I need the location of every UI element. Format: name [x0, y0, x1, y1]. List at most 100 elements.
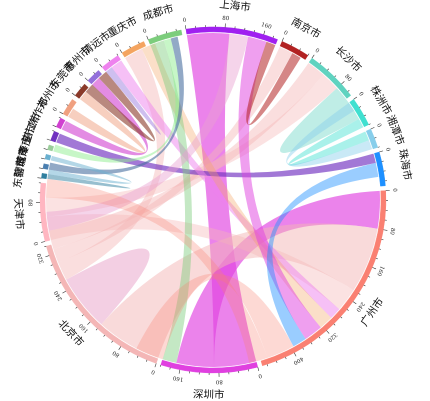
city-label-14: 成都市 [141, 2, 175, 23]
ribbon-21[interactable] [246, 41, 301, 126]
tick-mark [311, 54, 315, 59]
group-arc-2[interactable] [39, 182, 51, 242]
group-arc-5[interactable] [44, 153, 52, 161]
ribbon-11[interactable] [68, 91, 146, 153]
group-arc-15[interactable] [185, 26, 278, 45]
group-arc-21[interactable] [260, 190, 387, 367]
tick-label: 0 [78, 71, 85, 78]
ribbon-3[interactable] [66, 248, 150, 325]
ribbon-22[interactable] [280, 88, 359, 153]
tick-label: 0 [65, 87, 72, 94]
tick-label: 80 [111, 349, 121, 358]
tick-mark [178, 369, 181, 374]
group-arc-6[interactable] [47, 144, 54, 152]
group-arc-3[interactable] [41, 173, 48, 180]
group-arc-0[interactable] [160, 359, 259, 374]
tick-mark [377, 146, 380, 148]
tick-mark [44, 245, 47, 248]
tick-mark [45, 255, 50, 258]
ribbon-20[interactable] [238, 36, 321, 339]
group-arc-10[interactable] [74, 83, 89, 99]
group-arc-7[interactable] [50, 130, 60, 143]
tick-label: 80 [222, 16, 230, 23]
tick-label: 240 [53, 289, 64, 302]
ribbon-16[interactable] [150, 40, 193, 363]
tick-mark [119, 49, 123, 54]
tick-label: 80 [215, 378, 223, 384]
tick-mark [40, 157, 45, 160]
tick-mark [116, 53, 119, 56]
city-label-21: 广州市 [358, 295, 387, 328]
tick-mark [293, 352, 297, 357]
tick-mark [59, 282, 62, 284]
tick-mark [111, 340, 113, 343]
group-arc-13[interactable] [121, 41, 146, 58]
tick-mark [165, 31, 168, 34]
city-label-0: 深圳市 [193, 388, 225, 401]
group-arc-20[interactable] [374, 151, 386, 187]
ribbon-26[interactable] [136, 273, 294, 360]
tick-mark [52, 124, 57, 128]
tick-mark [95, 328, 98, 331]
ribbon-17[interactable] [53, 38, 180, 163]
ribbon-29[interactable] [48, 155, 132, 184]
tick-mark [257, 367, 260, 372]
group-arc-4[interactable] [42, 163, 49, 170]
tick-label: 400 [292, 355, 305, 365]
tick-mark [62, 290, 67, 294]
city-label-20: 珠海市 [396, 148, 414, 181]
group-arc-12[interactable] [101, 55, 121, 72]
ribbon-14[interactable] [111, 60, 340, 318]
ribbon-23[interactable] [288, 118, 369, 166]
tick-mark [379, 150, 384, 153]
group-arc-16[interactable] [279, 41, 309, 60]
tick-mark [347, 90, 350, 92]
tick-mark [159, 364, 162, 367]
tick-mark [363, 284, 366, 287]
ribbon-9[interactable] [56, 133, 376, 178]
city-label-16: 南京市 [289, 15, 323, 41]
ribbon-10[interactable] [61, 78, 148, 156]
group-arc-14[interactable] [147, 29, 183, 45]
tick-label: 0 [257, 372, 262, 379]
ribbon-13[interactable] [105, 67, 161, 135]
tick-label: 160 [172, 374, 184, 382]
group-arc-9[interactable] [62, 99, 77, 117]
tick-mark [93, 71, 96, 74]
tick-mark [374, 137, 377, 139]
tick-label: 0 [283, 30, 289, 37]
tick-mark [368, 276, 371, 278]
city-label-4: 聊城市 [12, 145, 31, 178]
tick-mark [340, 316, 343, 319]
group-arc-8[interactable] [55, 117, 66, 130]
tick-mark [272, 35, 274, 38]
tick-mark [71, 92, 76, 96]
ribbon-19[interactable] [46, 33, 249, 231]
ribbon-7[interactable] [46, 214, 354, 310]
tick-mark [326, 330, 330, 334]
ribbon-27[interactable] [46, 178, 268, 364]
tick-mark [58, 116, 61, 119]
ribbon-24[interactable] [286, 102, 373, 167]
ribbon-8[interactable] [46, 74, 337, 217]
group-arc-1[interactable] [46, 244, 159, 364]
ribbon-15[interactable] [141, 43, 332, 328]
group-arc-18[interactable] [349, 99, 369, 128]
tick-label: 80 [343, 74, 352, 84]
tick-mark [75, 306, 78, 309]
ribbon-4[interactable] [58, 48, 166, 280]
tick-mark [136, 355, 139, 358]
tick-label: 80 [28, 199, 34, 207]
group-arc-11[interactable] [87, 70, 103, 85]
group-arc-17[interactable] [308, 57, 352, 99]
tick-mark [290, 43, 293, 46]
ribbon-28[interactable] [47, 174, 131, 189]
city-label-3: 东营市 [11, 156, 28, 189]
tick-mark [129, 46, 131, 49]
tick-mark [81, 314, 84, 317]
group-arc-19[interactable] [365, 128, 379, 150]
ribbon-2[interactable] [101, 223, 378, 358]
tick-mark [50, 264, 53, 266]
ribbon-6[interactable] [48, 63, 324, 250]
